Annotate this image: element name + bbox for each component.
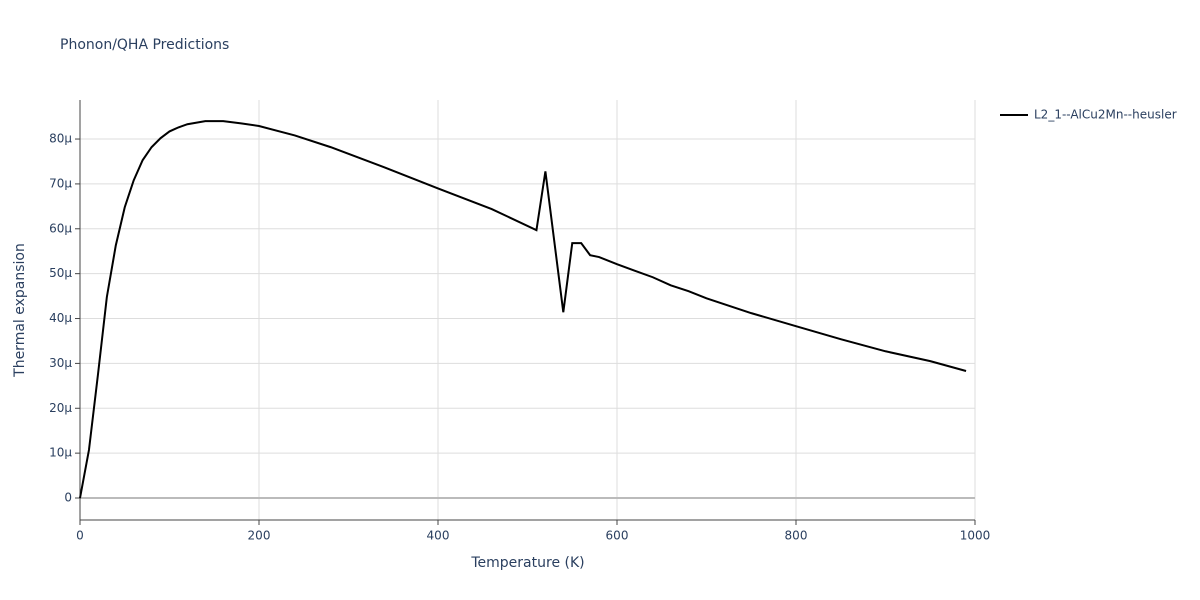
y-tick-label: 10μ [49,446,72,460]
y-tick-label: 60μ [49,221,72,235]
x-tick-label: 200 [248,529,271,543]
y-tick-label: 0 [64,491,72,505]
x-tick-label: 800 [785,529,808,543]
chart-title: Phonon/QHA Predictions [60,37,229,53]
y-axis-title: Thermal expansion [12,243,28,378]
y-tick-label: 50μ [49,266,72,280]
x-tick-label: 0 [76,529,84,543]
y-tick-label: 70μ [49,176,72,190]
x-tick-label: 600 [606,529,629,543]
x-axis-title: Temperature (K) [470,555,584,571]
y-tick-label: 20μ [49,401,72,415]
legend-label: L2_1--AlCu2Mn--heusler [1034,108,1177,122]
x-tick-label: 400 [427,529,450,543]
y-tick-label: 80μ [49,132,72,146]
y-tick-label: 40μ [49,311,72,325]
data-line [79,120,967,499]
y-tick-label: 30μ [49,356,72,370]
x-tick-label: 1000 [960,529,991,543]
